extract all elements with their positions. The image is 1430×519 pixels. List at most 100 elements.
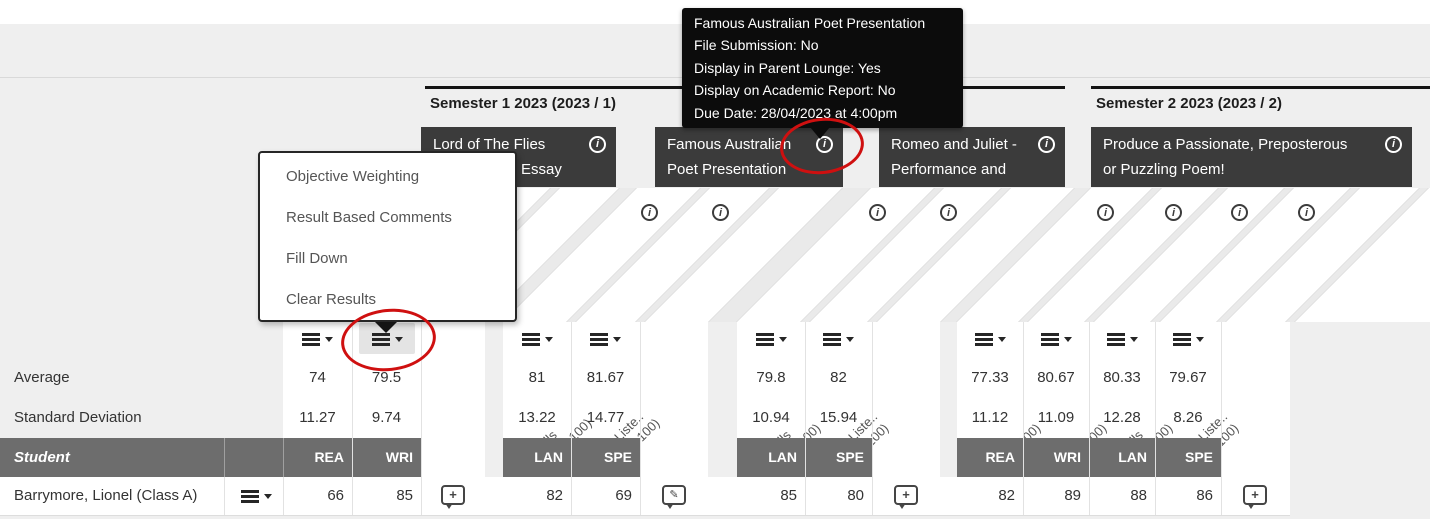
column-menu-button[interactable] (815, 325, 861, 353)
plus-icon: + (902, 486, 910, 502)
objective-info-icon[interactable]: i (1231, 204, 1248, 221)
std-dev-value: 10.94 (752, 409, 790, 426)
average-value: 80.67 (1037, 369, 1075, 386)
column-menu-button[interactable] (294, 325, 340, 353)
task-info-icon[interactable]: i (1385, 136, 1402, 153)
student-row (0, 477, 1290, 515)
tooltip-title: Famous Australian Poet Presentation (694, 15, 926, 31)
task-title-line2: Performance and (891, 161, 1007, 178)
student-row-menu-button[interactable] (233, 482, 279, 510)
chevron-down-icon (1195, 336, 1204, 342)
hamburger-icon (589, 332, 608, 346)
menu-pointer-caret (375, 322, 397, 333)
objective-info-icon[interactable]: i (641, 204, 658, 221)
semester-1-header: Semester 1 2023 (2023 / 1) (430, 95, 616, 112)
result-cell[interactable]: 66 (327, 487, 344, 504)
add-comment-button[interactable]: + (441, 485, 465, 509)
column-context-menu: Objective Weighting Result Based Comment… (258, 151, 517, 322)
average-row-label: Average (14, 369, 70, 386)
student-column-header: Student (14, 449, 70, 466)
tooltip-line: Display on Academic Report: No (694, 82, 896, 99)
hamburger-icon (974, 332, 993, 346)
chevron-down-icon (997, 336, 1006, 342)
hamburger-icon (371, 332, 390, 346)
chevron-down-icon (263, 493, 272, 499)
std-dev-value: 8.26 (1173, 409, 1203, 426)
column-menu-button-active[interactable] (364, 325, 410, 353)
hamburger-icon (755, 332, 774, 346)
std-dev-value: 15.94 (819, 409, 858, 426)
result-cell[interactable]: 88 (1130, 487, 1147, 504)
column-menu-button[interactable] (514, 325, 560, 353)
task-info-icon[interactable]: i (1038, 136, 1055, 153)
objective-code-header: WRI (1053, 449, 1081, 465)
objective-code-header: REA (314, 449, 344, 465)
menu-item-objective-weighting[interactable]: Objective Weighting (286, 168, 420, 185)
column-separator (640, 322, 641, 515)
column-menu-button[interactable] (1165, 325, 1211, 353)
chevron-down-icon (324, 336, 333, 342)
objective-code-header: LAN (768, 449, 797, 465)
objective-info-icon[interactable]: i (1165, 204, 1182, 221)
std-dev-value: 13.22 (518, 409, 556, 426)
objective-info-icon[interactable]: i (712, 204, 729, 221)
menu-item-fill-down[interactable]: Fill Down (286, 250, 348, 267)
chevron-down-icon (394, 336, 403, 342)
speech-bubble-tail (1247, 503, 1255, 509)
edit-comment-button[interactable]: ✎ (662, 485, 686, 509)
hamburger-icon (1106, 332, 1125, 346)
objective-code-header: SPE (1184, 449, 1213, 465)
column-menu-button[interactable] (1099, 325, 1145, 353)
row-divider (0, 515, 1290, 516)
result-cell[interactable]: 86 (1196, 487, 1213, 504)
hamburger-icon (1040, 332, 1059, 346)
result-cell[interactable]: 80 (847, 487, 864, 504)
result-cell[interactable]: 89 (1064, 487, 1081, 504)
chevron-down-icon (612, 336, 621, 342)
add-comment-button[interactable]: + (1243, 485, 1267, 509)
objective-code-header: SPE (835, 449, 864, 465)
result-cell[interactable]: 82 (998, 487, 1015, 504)
task-header-produce-a-poem: Produce a Passionate, Preposterous or Pu… (1091, 127, 1412, 187)
objective-code-header: LAN (1118, 449, 1147, 465)
menu-item-result-based-comments[interactable]: Result Based Comments (286, 209, 452, 226)
hamburger-icon (521, 332, 540, 346)
add-comment-button[interactable]: + (894, 485, 918, 509)
semester-2-header: Semester 2 2023 (2023 / 2) (1096, 95, 1282, 112)
objective-info-icon[interactable]: i (869, 204, 886, 221)
menu-item-clear-results[interactable]: Clear Results (286, 291, 377, 308)
task-title-line2: or Puzzling Poem! (1103, 161, 1225, 178)
result-cell[interactable]: 85 (396, 487, 413, 504)
task-title-line2: Essay (521, 161, 562, 178)
hamburger-icon (1172, 332, 1191, 346)
hamburger-icon (301, 332, 320, 346)
column-menu-button[interactable] (1033, 325, 1079, 353)
std-dev-value: 12.28 (1103, 409, 1141, 426)
result-cell[interactable]: 85 (780, 487, 797, 504)
column-separator (1221, 322, 1222, 515)
header-cell-separator (224, 438, 225, 477)
average-value: 79.67 (1169, 369, 1207, 386)
objective-info-icon[interactable]: i (940, 204, 957, 221)
average-value: 77.33 (971, 369, 1009, 386)
objective-info-icon[interactable]: i (1097, 204, 1114, 221)
task-title-line1: Lord of The Flies (433, 136, 546, 153)
column-menu-button[interactable] (748, 325, 794, 353)
column-separator (1155, 322, 1156, 515)
speech-bubble-tail (445, 503, 453, 509)
task-info-icon[interactable]: i (589, 136, 606, 153)
column-separator (1089, 322, 1090, 515)
std-dev-value: 11.27 (299, 409, 336, 426)
column-menu-button[interactable] (967, 325, 1013, 353)
plus-icon: + (1251, 486, 1259, 502)
std-dev-value: 11.12 (971, 409, 1009, 426)
result-cell[interactable]: 82 (546, 487, 563, 504)
result-cell[interactable]: 69 (615, 487, 632, 504)
student-header-band (737, 438, 872, 477)
std-dev-value: 14.77 (586, 409, 625, 426)
tooltip-pointer-caret (810, 127, 830, 139)
column-menu-button[interactable] (582, 325, 628, 353)
task-title-line2: Poet Presentation (667, 161, 787, 178)
objective-info-icon[interactable]: i (1298, 204, 1315, 221)
